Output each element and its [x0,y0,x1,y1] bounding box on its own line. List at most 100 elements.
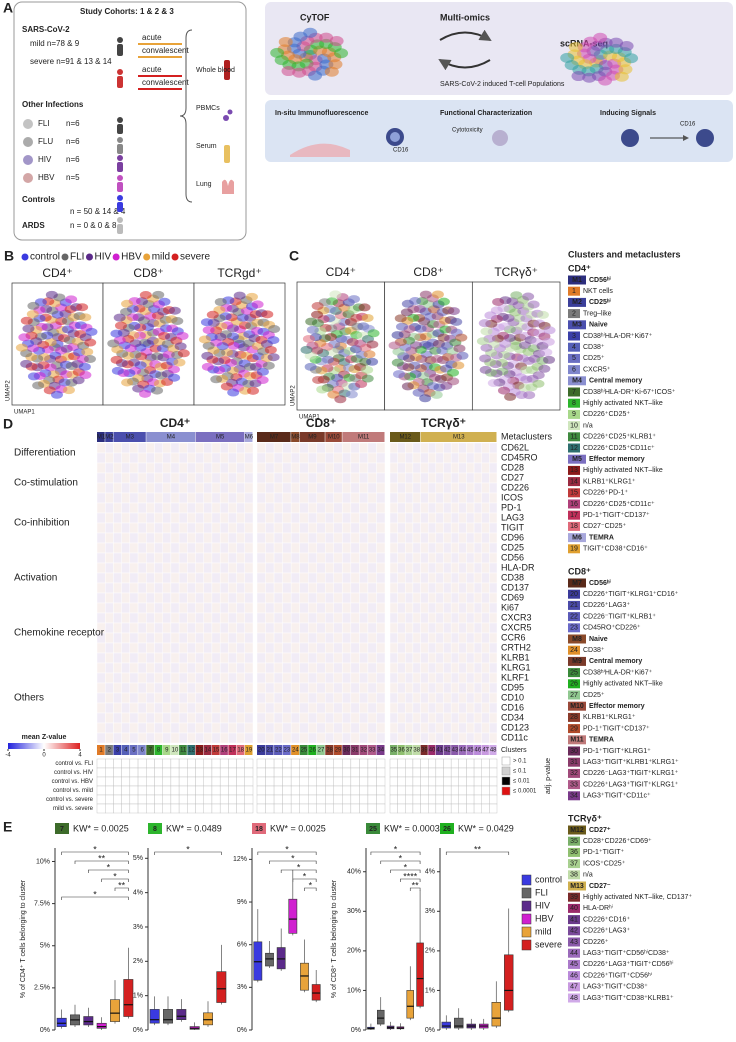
heatmap-cell [113,563,121,573]
pvalue-label: ≤ 0.0001 [513,789,537,795]
pvalue-cell [291,804,300,813]
heatmap-cell [451,553,459,563]
heatmap-cell [359,663,368,673]
heatmap-cell [237,483,245,493]
cohort-heading: Other Infections [22,100,84,109]
heatmap-cell [154,473,162,483]
marker-label: CD27 [501,472,524,482]
pvalue-cell [368,804,377,813]
heatmap-cell [368,613,377,623]
significance-label: * [93,844,97,854]
heatmap-cell [146,533,154,543]
heatmap-cell [171,733,179,743]
heatmap-cell [196,473,204,483]
pvalue-cell [212,777,220,786]
heatmap-cell [257,613,266,623]
heatmap-cell [204,483,212,493]
heatmap-cell [130,453,138,463]
heatmap-cell [245,573,253,583]
pvalue-cell [334,777,343,786]
marker-label: TIGIT [501,522,524,532]
pvalue-cell [212,768,220,777]
heatmap-cell [228,723,236,733]
heatmap-cell [291,673,300,683]
cohort-text: n=5 [66,173,80,182]
heatmap-cell [489,653,497,663]
umap-blob [139,390,151,398]
heatmap-cell [187,703,195,713]
pvalue-cell [351,777,360,786]
heatmap-cell [459,443,467,453]
heatmap-cell [413,623,421,633]
heatmap-cell [196,683,204,693]
pvalue-cell [97,786,105,795]
pvalue-cell [113,795,121,804]
heatmap-cell [413,503,421,513]
heatmap-cell [105,673,113,683]
heatmap-cell [351,513,360,523]
pvalue-cell [459,768,467,777]
heatmap-cell [308,443,317,453]
cluster-code: 19 [246,748,253,754]
pvalue-cell [204,804,212,813]
umap-blob [63,386,75,394]
heatmap-cell [482,483,490,493]
heatmap-cell [212,543,220,553]
heatmap-cell [413,603,421,613]
heatmap-cell [228,573,236,583]
heatmap-cell [283,483,292,493]
heatmap-cell [146,543,154,553]
heatmap-cell [122,523,130,533]
heatmap-cell [245,613,253,623]
heatmap-cell [212,653,220,663]
umap-blob [281,66,295,76]
heatmap-cell [179,623,187,633]
heatmap-cell [97,443,105,453]
heatmap-cell [428,473,436,483]
pvalue-cell [368,759,377,768]
umap-blob [620,41,634,51]
heatmap-cell [342,703,351,713]
subset-label: CD4⁺ [42,266,72,280]
cluster-code: 35 [570,838,578,845]
heatmap-cell [154,613,162,623]
heatmap-cell [421,553,429,563]
umap-blob [227,389,239,397]
heatmap-cell [179,503,187,513]
pvalue-cell [220,759,228,768]
heatmap-cell [428,623,436,633]
heatmap-cell [428,493,436,503]
pvalue-cell [187,804,195,813]
heatmap-cell [130,533,138,543]
heatmap-cell [130,663,138,673]
heatmap-cell [105,653,113,663]
heatmap-cell [257,483,266,493]
heatmap-cell [97,673,105,683]
heatmap-cell [325,543,334,553]
heatmap-cell [421,503,429,513]
significance-label: * [291,853,295,863]
subset-label: CD8⁺ [133,266,163,280]
umap-blob [22,325,34,333]
heatmap-cell [266,483,275,493]
heatmap-cell [413,703,421,713]
pvalue-cell [163,777,171,786]
marker-label: CXCR5 [501,622,532,632]
marker-label: ICOS [501,492,523,502]
umap-blob [151,387,163,395]
pvalue-cell [444,759,452,768]
heatmap-cell [428,633,436,643]
heatmap-cell [138,483,146,493]
heatmap-cell [351,583,360,593]
heatmap-cell [325,553,334,563]
heatmap-cell [482,713,490,723]
cluster-code: 37 [570,860,578,867]
heatmap-cell [274,473,283,483]
heatmap-cell [187,463,195,473]
heatmap-cell [342,543,351,553]
heatmap-cell [266,613,275,623]
heatmap-cell [351,643,360,653]
heatmap-cell [398,523,406,533]
heatmap-cell [130,443,138,453]
heatmap-cell [105,713,113,723]
